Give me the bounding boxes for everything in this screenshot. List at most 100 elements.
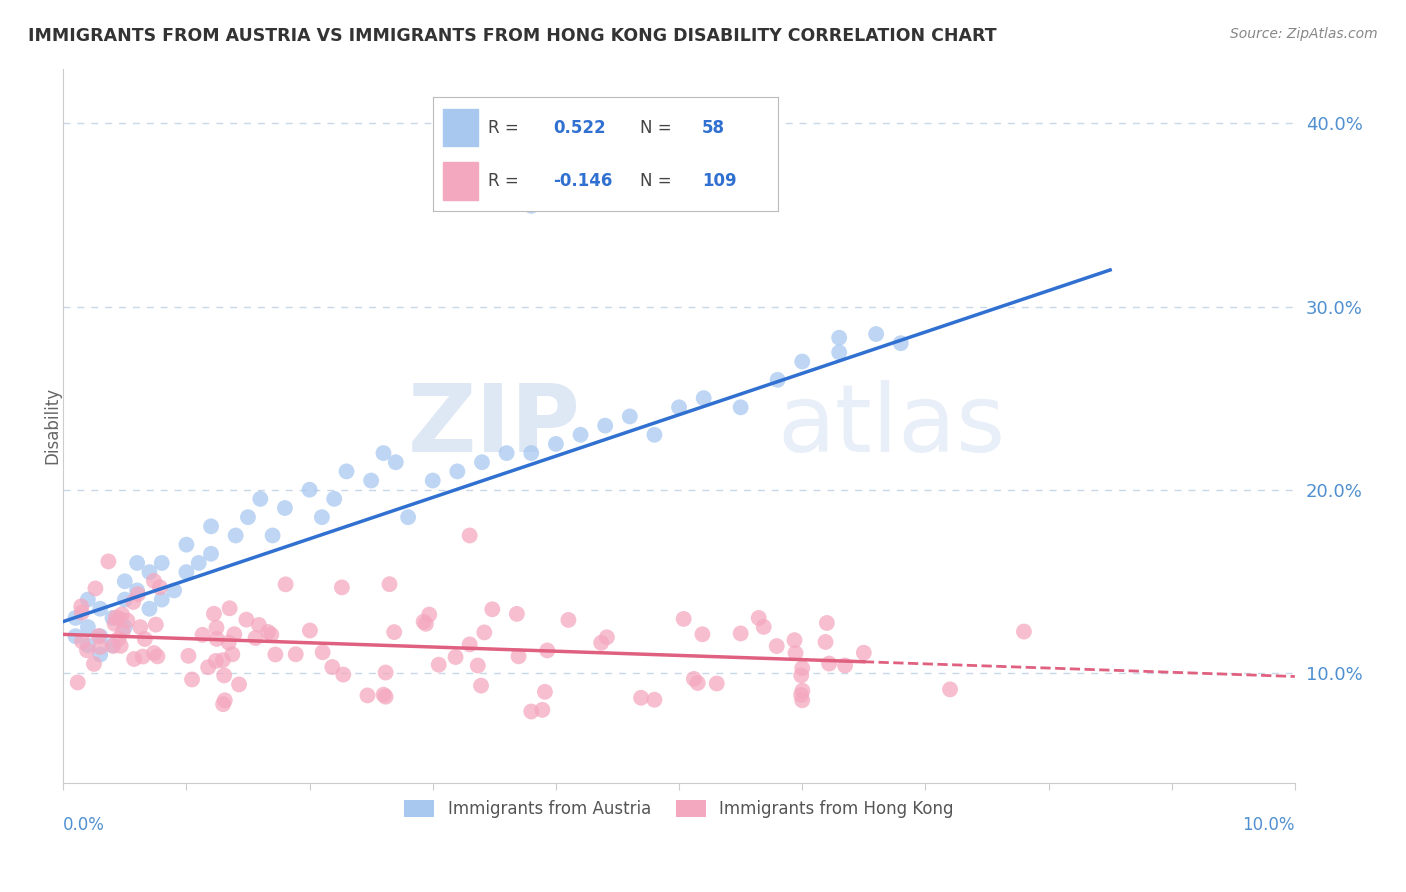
Point	[752, 620, 775, 634]
Point	[103, 616, 125, 631]
Point	[114, 592, 136, 607]
Point	[260, 627, 283, 641]
Point	[939, 682, 962, 697]
Point	[471, 455, 494, 469]
Point	[205, 632, 228, 646]
Point	[792, 693, 814, 707]
Point	[214, 693, 236, 707]
Point	[828, 345, 851, 359]
Point	[382, 625, 405, 640]
Point	[89, 629, 111, 643]
Point	[814, 635, 837, 649]
Point	[129, 620, 152, 634]
Point	[87, 629, 110, 643]
Point	[65, 611, 87, 625]
Point	[630, 690, 652, 705]
Point	[70, 634, 93, 648]
Point	[101, 638, 124, 652]
Point	[143, 646, 166, 660]
Point	[481, 602, 503, 616]
Point	[70, 606, 93, 620]
Point	[520, 446, 543, 460]
Point	[89, 640, 111, 654]
Point	[176, 565, 198, 579]
Point	[792, 354, 814, 368]
Point	[520, 705, 543, 719]
Point	[506, 607, 529, 621]
Text: 10.0%: 10.0%	[1243, 815, 1295, 834]
Point	[557, 613, 579, 627]
Point	[284, 647, 307, 661]
Point	[373, 688, 395, 702]
Point	[76, 592, 98, 607]
Text: ZIP: ZIP	[408, 380, 581, 472]
Point	[236, 510, 259, 524]
Point	[865, 326, 887, 341]
Point	[298, 624, 321, 638]
Point	[643, 427, 665, 442]
Point	[536, 643, 558, 657]
Point	[374, 690, 396, 704]
Point	[205, 621, 228, 635]
Point	[422, 474, 444, 488]
Point	[890, 336, 912, 351]
Point	[97, 554, 120, 568]
Point	[65, 629, 87, 643]
Point	[132, 649, 155, 664]
Point	[686, 676, 709, 690]
Point	[187, 556, 209, 570]
Point	[202, 607, 225, 621]
Point	[683, 672, 706, 686]
Point	[412, 615, 434, 629]
Point	[176, 538, 198, 552]
Point	[534, 685, 557, 699]
Point	[472, 625, 495, 640]
Point	[467, 658, 489, 673]
Point	[792, 661, 814, 675]
Point	[792, 683, 814, 698]
Point	[122, 595, 145, 609]
Point	[228, 677, 250, 691]
Point	[765, 639, 787, 653]
Text: atlas: atlas	[778, 380, 1005, 472]
Point	[495, 446, 517, 460]
Point	[247, 618, 270, 632]
Point	[205, 654, 228, 668]
Point	[818, 657, 841, 671]
Point	[748, 611, 770, 625]
Point	[378, 577, 401, 591]
Point	[508, 649, 530, 664]
Point	[191, 628, 214, 642]
Point	[110, 639, 132, 653]
Point	[114, 620, 136, 634]
Point	[356, 689, 378, 703]
Point	[396, 510, 419, 524]
Point	[142, 574, 165, 588]
Y-axis label: Disability: Disability	[44, 387, 60, 464]
Point	[274, 577, 297, 591]
Point	[134, 632, 156, 646]
Point	[783, 633, 806, 648]
Point	[569, 427, 592, 442]
Point	[89, 648, 111, 662]
Point	[330, 581, 353, 595]
Point	[311, 510, 333, 524]
Point	[311, 645, 333, 659]
Point	[766, 373, 789, 387]
Point	[122, 652, 145, 666]
Point	[212, 668, 235, 682]
Point	[373, 446, 395, 460]
Point	[200, 519, 222, 533]
Point	[145, 617, 167, 632]
Point	[211, 653, 233, 667]
Point	[257, 625, 280, 640]
Point	[127, 583, 149, 598]
Point	[111, 607, 134, 622]
Point	[138, 565, 160, 579]
Point	[89, 601, 111, 615]
Point	[458, 637, 481, 651]
Point	[138, 601, 160, 615]
Point	[790, 668, 813, 682]
Point	[446, 464, 468, 478]
Point	[70, 599, 93, 614]
